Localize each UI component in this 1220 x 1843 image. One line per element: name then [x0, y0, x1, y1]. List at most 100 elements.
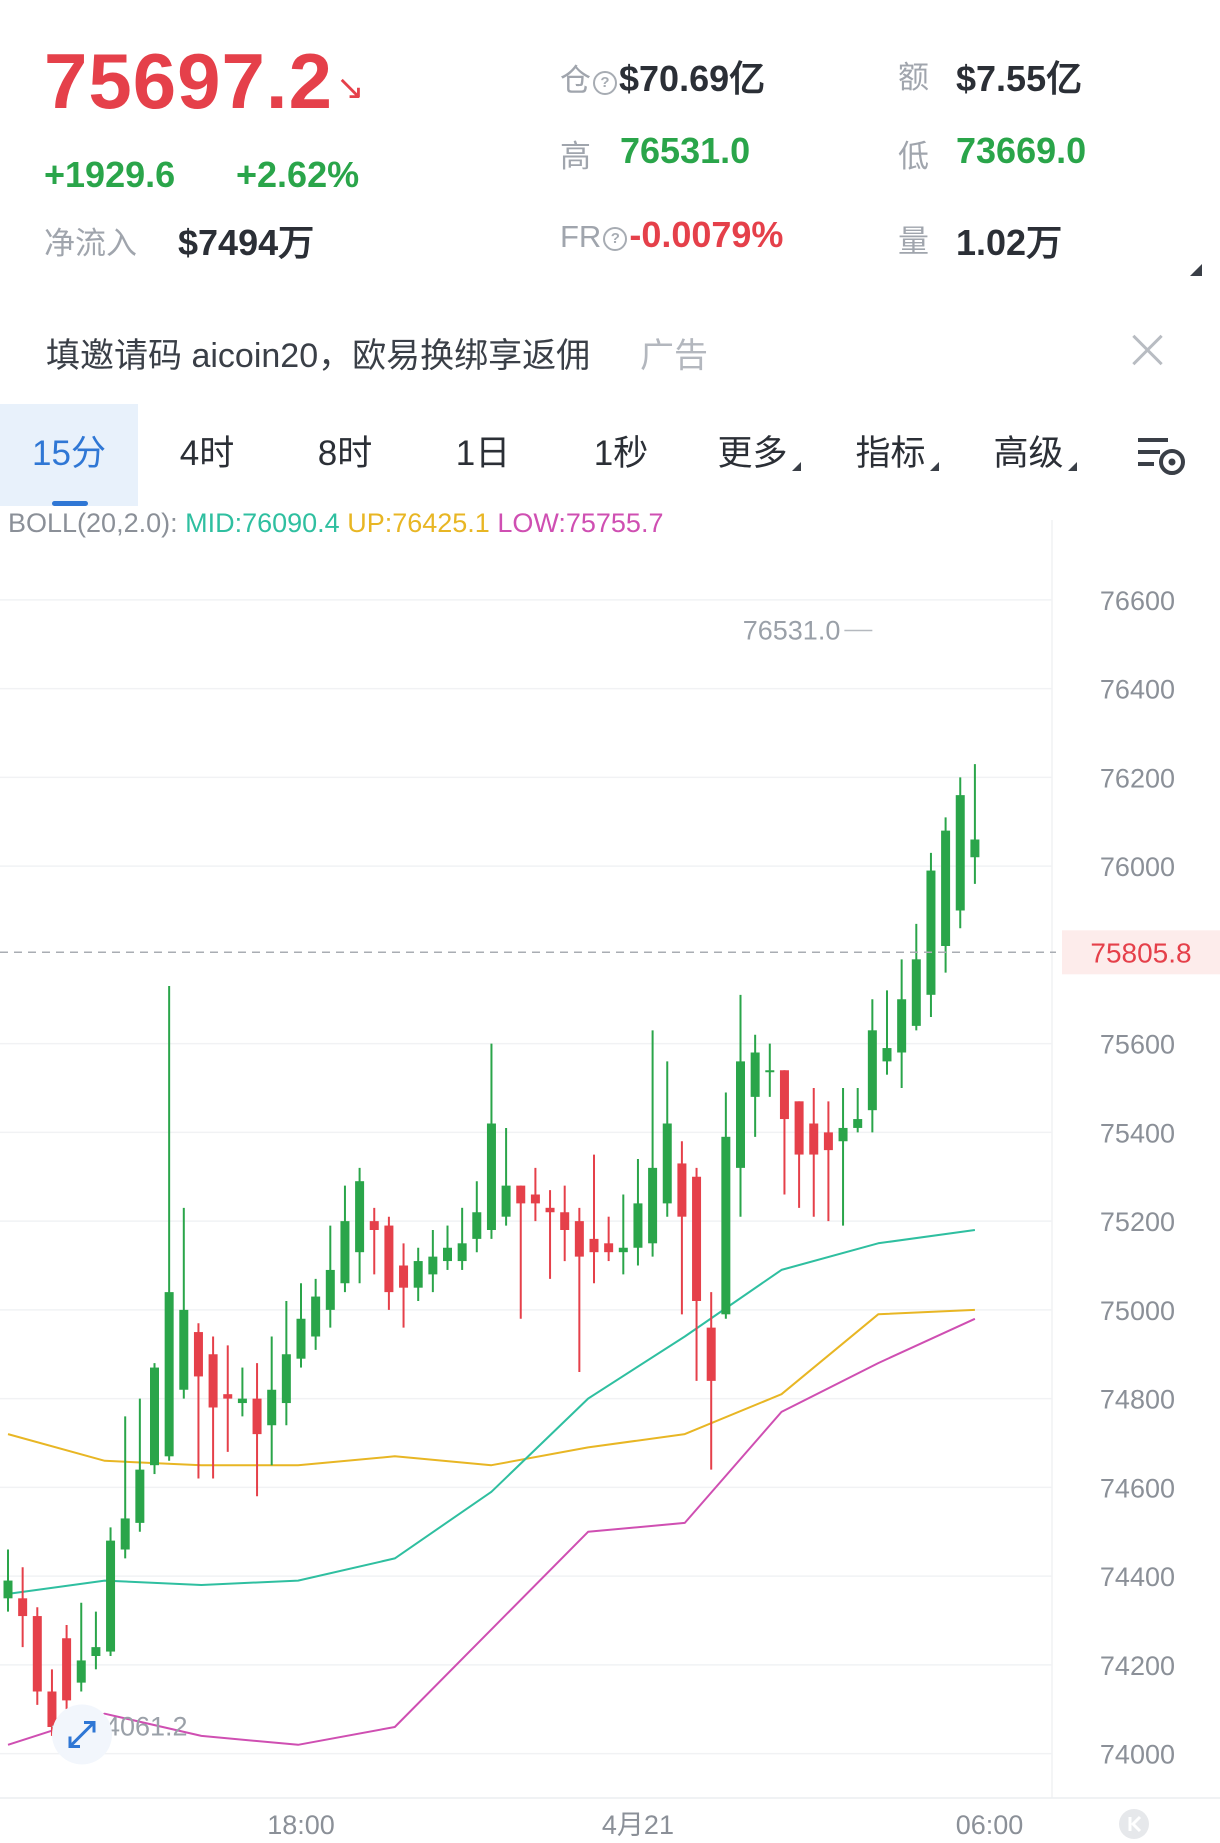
candle-body	[750, 1052, 760, 1097]
y-tick-label: 74400	[1100, 1562, 1175, 1592]
y-tick-label: 76400	[1100, 675, 1175, 705]
open-interest-label: 仓	[560, 63, 591, 98]
y-tick-label: 74000	[1100, 1740, 1175, 1770]
candle-body	[765, 1070, 775, 1073]
candle-body	[736, 1061, 745, 1168]
candle-body	[897, 999, 907, 1053]
candle-body	[179, 1309, 189, 1390]
candle-body	[911, 959, 921, 1026]
boll-low: LOW:75755.7	[497, 508, 664, 538]
candle-body	[721, 1136, 731, 1315]
candle-body	[106, 1540, 116, 1652]
candle-body	[589, 1238, 599, 1253]
chart-settings-icon[interactable]	[1136, 434, 1188, 478]
current-price-box	[1062, 930, 1220, 975]
tab-1s[interactable]: 1秒	[552, 404, 690, 506]
candle-body	[809, 1123, 819, 1155]
high-label: 高	[560, 139, 591, 174]
candle-body	[970, 839, 980, 858]
dropdown-caret-icon	[929, 462, 939, 471]
candle-body	[399, 1265, 409, 1288]
help-icon[interactable]: ?	[603, 227, 628, 251]
y-tick-label: 74200	[1100, 1651, 1175, 1681]
funding-rate[interactable]: FR? -0.0079%	[560, 214, 783, 256]
boll-label: BOLL(20,2.0):	[8, 508, 178, 538]
active-tab-indicator	[52, 501, 88, 506]
turnover-label: 额	[898, 60, 929, 95]
candle-body	[120, 1518, 130, 1550]
dropdown-caret-icon	[791, 462, 801, 471]
candle-body	[164, 1292, 174, 1457]
current-price-label: 75805.8	[1090, 937, 1191, 968]
tab-4h[interactable]: 4时	[138, 404, 276, 506]
boll-lower-band	[7, 1317, 976, 1746]
tab-8h[interactable]: 8时	[276, 404, 414, 506]
candlestick-chart[interactable]: 76600 76400 76200 76000 75600 75400 75200 75000…	[0, 520, 1220, 1843]
candle-body	[823, 1132, 833, 1151]
ad-text[interactable]: 填邀请码 aicoin20，欧易换绑享返佣	[46, 337, 591, 375]
y-tick-label: 76000	[1100, 852, 1175, 882]
y-tick-label: 75600	[1100, 1030, 1175, 1060]
y-tick-label: 76200	[1100, 763, 1175, 793]
candle-body	[882, 1048, 892, 1062]
candle-body	[428, 1256, 438, 1275]
candle-body	[794, 1101, 804, 1155]
help-icon[interactable]: ?	[593, 71, 617, 95]
tab-more[interactable]: 更多	[690, 404, 828, 506]
y-tick-label: 75400	[1100, 1118, 1175, 1148]
tab-indicators[interactable]: 指标	[828, 404, 966, 506]
tab-label: 1秒	[593, 434, 649, 473]
candle-body	[574, 1221, 584, 1257]
low-value: 73669.0	[956, 130, 1087, 171]
tab-label: 1日	[455, 434, 511, 473]
arrow-down-right-icon: ↘	[336, 69, 365, 107]
candle-body	[853, 1119, 863, 1128]
scroll-to-latest-icon[interactable]	[1119, 1809, 1149, 1839]
candle-body	[692, 1176, 702, 1301]
candle-body	[223, 1394, 233, 1399]
candle-body	[237, 1398, 247, 1404]
x-tick-label: 4月21	[602, 1810, 674, 1840]
close-icon[interactable]	[1128, 330, 1168, 370]
candle-body	[340, 1221, 350, 1284]
net-inflow-label: 净流入	[44, 226, 137, 261]
tab-1d[interactable]: 1日	[414, 404, 552, 506]
candle-body	[32, 1616, 42, 1692]
candle-body	[838, 1127, 848, 1142]
y-tick-label: 76600	[1100, 586, 1175, 616]
funding-rate-value: -0.0079%	[629, 214, 784, 255]
x-tick-label: 18:00	[267, 1810, 335, 1840]
turnover-value: $7.55亿	[956, 58, 1083, 99]
tab-label: 更多	[717, 434, 788, 473]
last-price: 75697.2	[44, 37, 333, 125]
y-tick-label: 74800	[1100, 1385, 1175, 1415]
tab-advanced[interactable]: 高级	[966, 404, 1104, 506]
candle-body	[560, 1212, 570, 1230]
candle-body	[76, 1660, 86, 1683]
tab-15m[interactable]: 15分	[0, 404, 138, 506]
volume-value: 1.02万	[956, 222, 1063, 263]
candle-body	[618, 1247, 628, 1253]
y-tick-label: 74600	[1100, 1473, 1175, 1503]
candle-body	[311, 1296, 321, 1337]
candle-body	[135, 1469, 145, 1523]
candle-body	[355, 1181, 365, 1253]
candle-body	[150, 1367, 159, 1466]
candle-body	[62, 1638, 72, 1701]
tab-label: 高级	[993, 434, 1064, 473]
funding-rate-label: FR	[560, 219, 602, 254]
open-interest[interactable]: 仓? $70.69亿	[560, 50, 765, 102]
fullscreen-icon[interactable]	[52, 1704, 112, 1765]
candle-body	[369, 1221, 379, 1230]
change-abs: +1929.6	[44, 154, 176, 195]
volume-label: 量	[898, 224, 929, 259]
boll-mid: MID:76090.4	[185, 508, 340, 538]
low-label: 低	[898, 139, 929, 174]
y-tick-label: 75200	[1100, 1207, 1175, 1237]
boll-up: UP:76425.1	[347, 508, 490, 538]
candle-body	[457, 1243, 467, 1262]
candle-body	[941, 830, 951, 946]
candle-body	[3, 1580, 13, 1599]
candle-body	[530, 1194, 540, 1204]
expand-corner-icon[interactable]	[1190, 264, 1202, 276]
